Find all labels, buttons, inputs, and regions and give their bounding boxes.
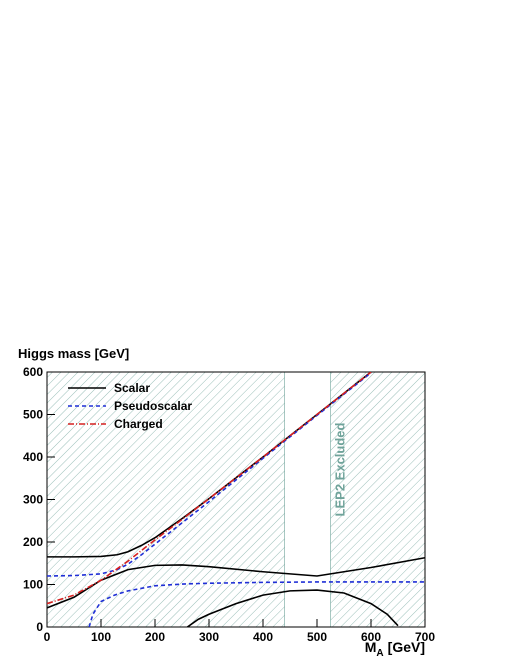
plot-lines bbox=[47, 372, 425, 627]
y-tick-label: 100 bbox=[23, 578, 43, 592]
x-tick-label: 200 bbox=[145, 630, 165, 644]
x-axis-label: MA [GeV] bbox=[365, 639, 425, 659]
y-tick-label: 500 bbox=[23, 408, 43, 422]
annotation: LEP2 Excluded bbox=[333, 422, 348, 516]
x-tick-label: 500 bbox=[307, 630, 327, 644]
y-tick-label: 400 bbox=[23, 450, 43, 464]
legend-label: Pseudoscalar bbox=[114, 399, 192, 413]
x-tick-label: 400 bbox=[253, 630, 273, 644]
legend-label: Charged bbox=[114, 417, 163, 431]
x-tick-label: 0 bbox=[44, 630, 51, 644]
series-line bbox=[47, 372, 372, 577]
x-tick-label: 300 bbox=[199, 630, 219, 644]
y-tick-label: 200 bbox=[23, 535, 43, 549]
x-tick-label: 600 bbox=[361, 630, 381, 644]
y-axis-label: Higgs mass [GeV] bbox=[18, 346, 129, 361]
y-tick-label: 0 bbox=[36, 620, 43, 634]
x-tick-label: 700 bbox=[415, 630, 435, 644]
series-line bbox=[186, 589, 399, 627]
series-line bbox=[47, 372, 372, 558]
excluded-region bbox=[330, 372, 425, 627]
x-label-unit: [GeV] bbox=[388, 639, 425, 655]
legend-label: Scalar bbox=[114, 381, 150, 395]
y-tick-label: 300 bbox=[23, 493, 43, 507]
x-label-sub: A bbox=[376, 648, 383, 659]
x-tick-label: 100 bbox=[91, 630, 111, 644]
series-line bbox=[88, 581, 425, 627]
series-line bbox=[47, 372, 372, 605]
excluded-region bbox=[47, 372, 285, 627]
y-tick-label: 600 bbox=[23, 365, 43, 379]
x-label-main: M bbox=[365, 639, 377, 655]
